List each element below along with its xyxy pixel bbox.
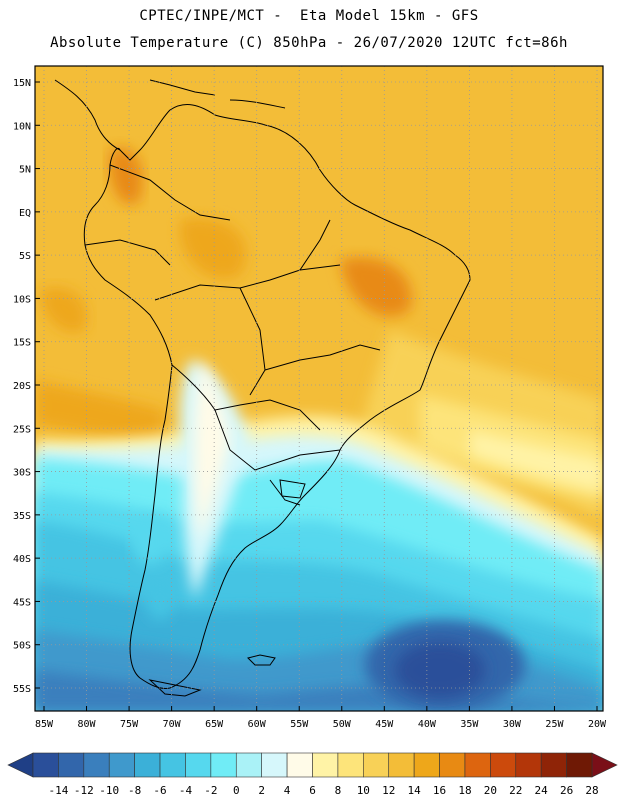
colorbar-swatch: [159, 752, 186, 778]
colorbar-label: 20: [484, 784, 497, 797]
lon-label: 20W: [588, 719, 607, 730]
chart-title-line2: Absolute Temperature (C) 850hPa - 26/07/…: [50, 35, 568, 51]
colorbar-swatch: [363, 752, 390, 778]
temperature-field: [35, 66, 603, 711]
colorbar: [7, 752, 618, 778]
colorbar-swatch: [108, 752, 135, 778]
colorbar-swatch: [540, 752, 567, 778]
lat-lon-grid: [35, 66, 603, 711]
lat-label: 15S: [13, 338, 31, 349]
lon-label: 85W: [35, 719, 54, 730]
coastlines: [54, 79, 471, 697]
colorbar-min-arrow: [7, 752, 34, 778]
lon-label: 75W: [120, 719, 139, 730]
lat-label: 55S: [13, 684, 31, 695]
colorbar-label: 4: [284, 784, 291, 797]
lon-label: 40W: [418, 719, 437, 730]
colorbar-swatch: [286, 752, 313, 778]
colorbar-swatch: [413, 752, 440, 778]
colorbar-swatch: [388, 752, 415, 778]
colorbar-swatch: [32, 752, 59, 778]
lon-label: 45W: [375, 719, 394, 730]
lat-label: EQ: [19, 208, 31, 219]
colorbar-label: 2: [258, 784, 265, 797]
lat-label: 10S: [13, 294, 31, 305]
lon-label: 25W: [545, 719, 564, 730]
lat-label: 35S: [13, 511, 31, 522]
colorbar-swatch: [261, 752, 288, 778]
axis-ticks: [35, 81, 598, 711]
colorbar-label: 8: [335, 784, 342, 797]
lat-label: 40S: [13, 554, 31, 565]
colorbar-label: 26: [560, 784, 573, 797]
lon-label: 35W: [460, 719, 479, 730]
colorbar-label: -2: [204, 784, 217, 797]
colorbar-swatch: [312, 752, 339, 778]
lat-label: 25S: [13, 424, 31, 435]
colorbar-label: 14: [408, 784, 422, 797]
lat-label: 30S: [13, 468, 31, 479]
colorbar-labels: -14 -12 -10 -8 -6 -4 -2 0 2 4 6 8 10 12 14 16 18 20 22 24 26…: [48, 784, 598, 797]
colorbar-label: 12: [382, 784, 395, 797]
chart-title-line1: CPTEC/INPE/MCT - Eta Model 15km - GFS: [139, 8, 479, 24]
colorbar-label: -10: [99, 784, 119, 797]
colorbar-swatch: [210, 752, 237, 778]
colorbar-swatch: [490, 752, 517, 778]
latitude-labels: 15N 10N 5N EQ 5S 10S 15S 20S 25S 30S 35S 40S 45S 50S 5…: [13, 78, 31, 695]
colorbar-label: 16: [433, 784, 446, 797]
colorbar-swatch: [134, 752, 161, 778]
lat-label: 15N: [13, 78, 31, 89]
lon-label: 30W: [503, 719, 522, 730]
colorbar-swatch: [439, 752, 466, 778]
lon-label: 70W: [163, 719, 182, 730]
lat-label: 20S: [13, 381, 31, 392]
colorbar-label: 28: [585, 784, 598, 797]
lon-label: 60W: [248, 719, 267, 730]
colorbar-label: 6: [309, 784, 316, 797]
colorbar-label: -14: [48, 784, 68, 797]
lat-label: 10N: [13, 121, 31, 132]
colorbar-label: 0: [233, 784, 240, 797]
colorbar-label: -12: [74, 784, 94, 797]
colorbar-label: 10: [357, 784, 370, 797]
map-frame: [34, 65, 604, 712]
colorbar-swatch: [58, 752, 85, 778]
lat-label: 45S: [13, 597, 31, 608]
colorbar-swatch: [464, 752, 491, 778]
lon-label: 55W: [290, 719, 309, 730]
lat-label: 5N: [19, 165, 31, 176]
colorbar-swatch: [185, 752, 212, 778]
colorbar-swatch: [83, 752, 110, 778]
colorbar-swatch: [566, 752, 593, 778]
lon-label: 65W: [205, 719, 224, 730]
lat-label: 5S: [19, 251, 31, 262]
colorbar-label: 18: [458, 784, 471, 797]
lon-label: 50W: [333, 719, 352, 730]
colorbar-label: 24: [535, 784, 549, 797]
colorbar-label: -6: [153, 784, 166, 797]
colorbar-swatch: [515, 752, 542, 778]
colorbar-label: -4: [179, 784, 193, 797]
colorbar-label: 22: [509, 784, 522, 797]
colorbar-swatch: [337, 752, 364, 778]
colorbar-max-arrow: [591, 752, 618, 778]
colorbar-label: -8: [128, 784, 141, 797]
lon-label: 80W: [78, 719, 97, 730]
lat-label: 50S: [13, 641, 31, 652]
longitude-labels: 85W 80W 75W 70W 65W 60W 55W 50W 45W 40W 35W 30W 25W 2…: [35, 719, 607, 730]
colorbar-swatch: [235, 752, 262, 778]
